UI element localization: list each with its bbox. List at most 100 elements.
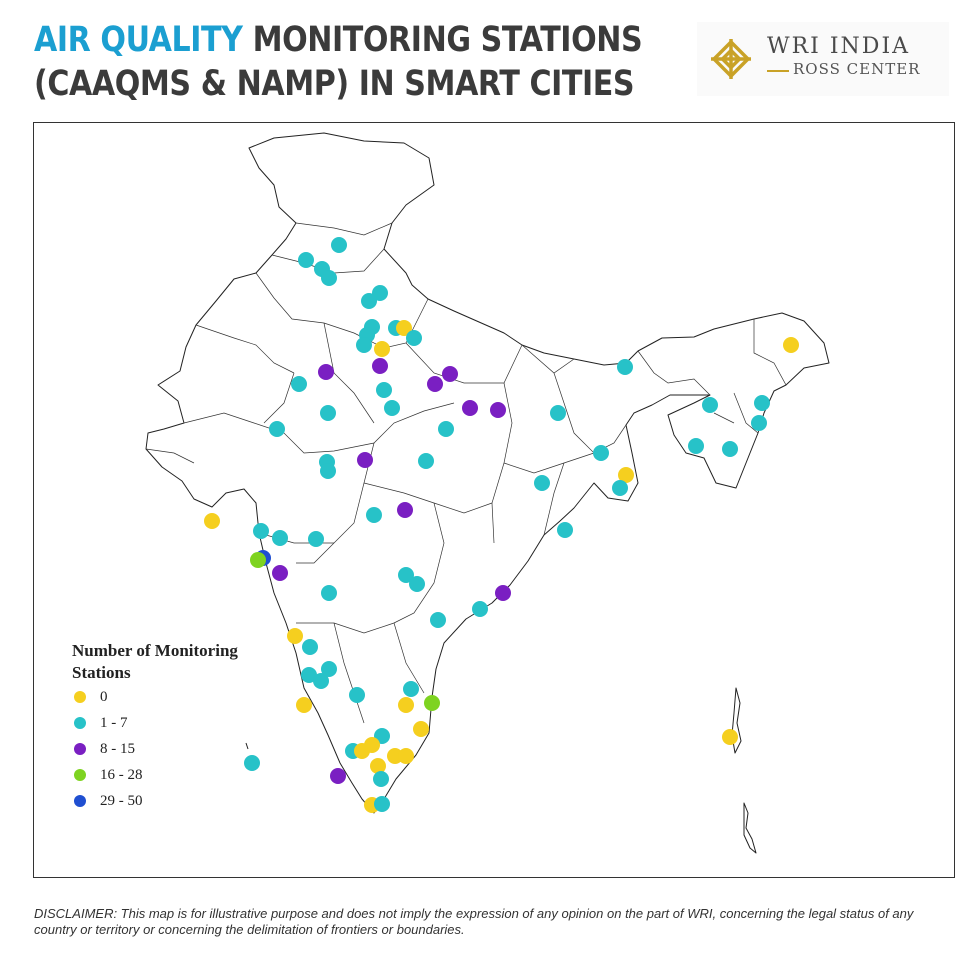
legend-item-16-28: 16 - 28 [74,762,292,788]
legend-item-1-7: 1 - 7 [74,710,292,736]
station-point [302,639,318,655]
legend-swatch [74,795,86,807]
title-line2: (CAAQMS & NAMP) IN SMART CITIES [34,64,635,104]
station-point [557,522,573,538]
map-title: AIR QUALITY MONITORING STATIONS (CAAQMS … [34,18,643,106]
legend-label: 29 - 50 [100,792,143,809]
map-frame [33,122,955,878]
legend-label: 0 [100,688,108,705]
station-point [250,552,266,568]
station-points [204,237,799,813]
station-point [424,695,440,711]
india-map [145,132,830,854]
station-point [409,576,425,592]
station-point [783,337,799,353]
disclaimer-text: DISCLAIMER: This map is for illustrative… [34,906,914,937]
station-point [373,771,389,787]
station-point [331,237,347,253]
station-point [397,502,413,518]
station-point [442,366,458,382]
station-point [384,400,400,416]
station-point [356,337,372,353]
station-point [376,382,392,398]
station-point [702,397,718,413]
legend-swatch [74,769,86,781]
legend-item-0: 0 [74,684,292,710]
station-point [430,612,446,628]
station-point [372,285,388,301]
station-point [618,467,634,483]
station-point [253,523,269,539]
station-point [366,507,382,523]
station-point [751,415,767,431]
station-point [287,628,303,644]
station-point [403,681,419,697]
legend-item-29-50: 29 - 50 [74,788,292,814]
station-point [321,270,337,286]
station-point [330,768,346,784]
title-rest: MONITORING STATIONS [252,20,643,60]
station-point [462,400,478,416]
andaman-islands [731,687,742,754]
station-point [396,320,412,336]
station-point [349,687,365,703]
station-point [374,341,390,357]
station-point [398,748,414,764]
station-point [722,441,738,457]
legend-swatch [74,691,86,703]
station-point [490,402,506,418]
station-point [320,463,336,479]
station-point [364,737,380,753]
station-point [722,729,738,745]
station-point [688,438,704,454]
station-point [244,755,260,771]
station-point [308,531,324,547]
station-point [269,421,285,437]
legend-label: 1 - 7 [100,714,128,731]
map-legend: Number of Monitoring Stations 0 1 - 7 8 … [72,640,292,814]
title-accent: AIR QUALITY [34,20,243,60]
station-point [357,452,373,468]
station-point [298,252,314,268]
station-point [472,601,488,617]
station-point [204,513,220,529]
station-point [438,421,454,437]
station-point [617,359,633,375]
station-point [612,480,628,496]
legend-swatch [74,717,86,729]
station-point [398,567,414,583]
nicobar-islands [743,802,757,854]
station-point [413,721,429,737]
legend-item-8-15: 8 - 15 [74,736,292,762]
station-point [593,445,609,461]
station-point [296,697,312,713]
india-outline [145,132,830,814]
station-point [291,376,307,392]
station-point [398,697,414,713]
knot-logo-icon [711,39,751,79]
station-point [387,748,403,764]
station-point [418,453,434,469]
logo-main-text: WRI INDIA [767,34,911,59]
station-point [754,395,770,411]
station-point [370,758,386,774]
station-point [374,796,390,812]
station-point [406,330,422,346]
legend-swatch [74,743,86,755]
station-point [361,293,377,309]
legend-title: Number of Monitoring Stations [72,641,238,682]
station-point [534,475,550,491]
wri-india-logo: WRI INDIA ROSS CENTER [697,22,949,96]
legend-label: 16 - 28 [100,766,143,783]
station-point [372,358,388,374]
station-point [495,585,511,601]
station-point [550,405,566,421]
station-point [427,376,443,392]
station-point [321,585,337,601]
station-point [318,364,334,380]
legend-label: 8 - 15 [100,740,135,757]
station-point [301,667,317,683]
station-point [321,661,337,677]
station-point [272,565,288,581]
logo-divider [767,70,789,72]
